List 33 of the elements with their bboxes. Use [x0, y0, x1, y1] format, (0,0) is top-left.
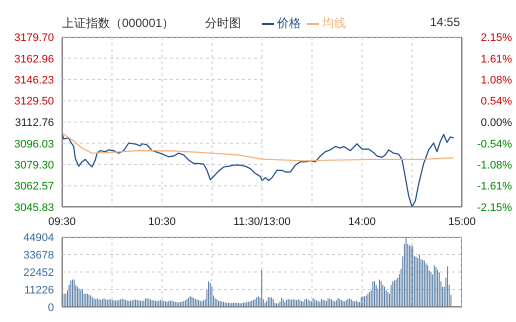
text: -1.61% — [477, 180, 512, 193]
y-tick-label: 22452 — [23, 267, 54, 279]
text: 1.08% — [480, 74, 512, 86]
text: 0.54% — [480, 96, 512, 108]
y-tick-label: 3062.57 — [14, 180, 54, 193]
chart-title: 上证指数（000001） — [62, 15, 174, 32]
x-tick-label: 10:30 — [148, 216, 176, 228]
y-tick-label: 0 — [48, 302, 54, 314]
y-tick-label: 11226 — [24, 284, 54, 296]
x-tick-label: 09:30 — [48, 216, 76, 228]
y-tick-label: 33678 — [23, 250, 54, 262]
y-tick-label: 3146.23 — [14, 74, 54, 87]
text: 14:55 — [430, 15, 460, 29]
legend-label: 价格 — [276, 15, 301, 32]
y-tick-label: 3162.96 — [14, 53, 54, 66]
y-tick-label: 3096.03 — [14, 138, 54, 150]
legend-label: 均线 — [321, 15, 346, 32]
x-tick-label: 11:30/13:00 — [233, 216, 291, 228]
text: 分时图 — [205, 15, 241, 32]
text: -1.08% — [477, 160, 512, 172]
y-tick-label: 3129.50 — [14, 96, 54, 108]
y-tick-label: 3179.70 — [14, 32, 54, 44]
x-tick-label: 15:00 — [448, 216, 476, 228]
y-tick-label: 3079.30 — [14, 159, 54, 172]
text: 1.61% — [480, 53, 512, 66]
y-tick-label: 44904 — [23, 232, 54, 244]
y-tick-label: 3112.76 — [15, 117, 54, 130]
text: -2.15% — [477, 202, 512, 214]
x-tick-label: 14:00 — [348, 216, 376, 228]
text: 2.15% — [480, 32, 512, 44]
text: -0.54% — [477, 138, 512, 150]
y-tick-label: 3045.83 — [14, 202, 54, 214]
text: 0.00% — [480, 117, 512, 129]
